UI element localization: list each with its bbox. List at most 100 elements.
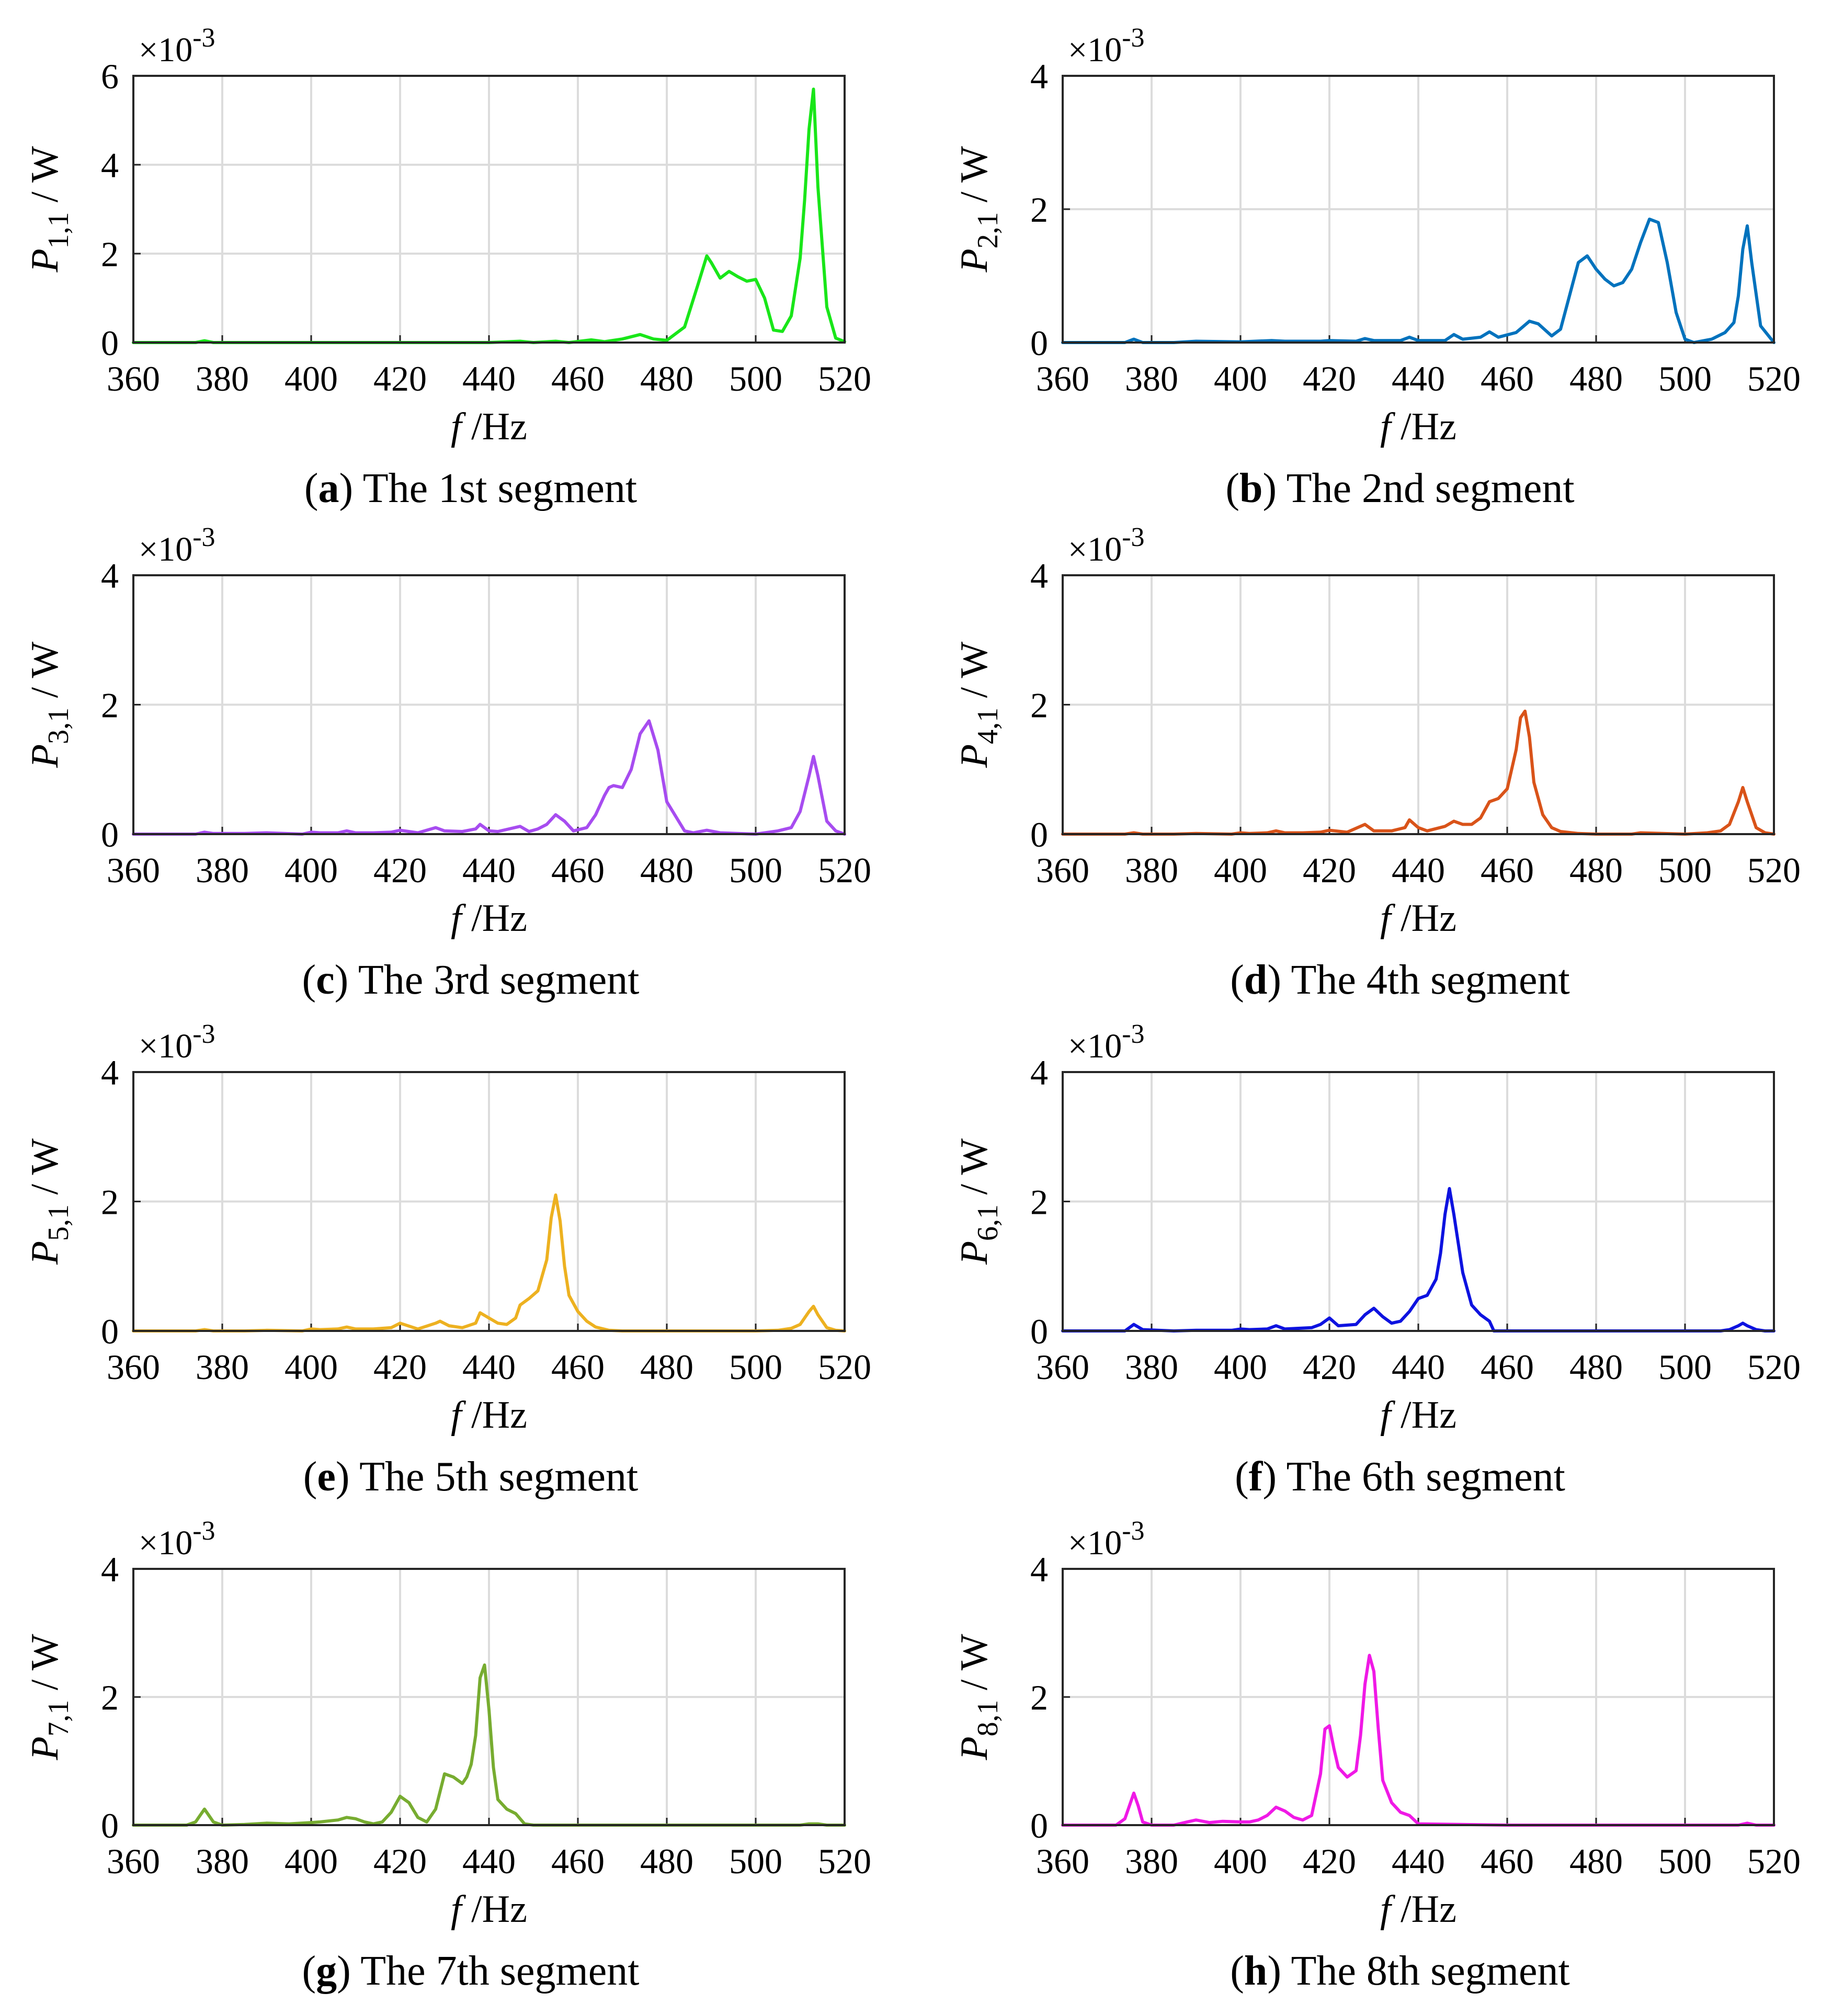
x-tick-label: 500 — [1658, 1841, 1712, 1881]
x-tick-label: 520 — [1747, 1347, 1801, 1387]
x-tick-label: 420 — [1303, 1347, 1356, 1387]
y-axis-label: P7,1 / W — [24, 1634, 75, 1760]
y-label-var: P — [24, 1241, 66, 1265]
x-tick-label: 400 — [284, 850, 338, 890]
x-tick-label: 480 — [1569, 1347, 1623, 1387]
multiplier-exponent: -3 — [1122, 23, 1144, 53]
x-tick-label: 520 — [818, 1347, 871, 1387]
caption-paren-close: ) — [1267, 1948, 1281, 1994]
panel-caption: (h) The 8th segment — [1230, 1948, 1570, 1994]
axis-multiplier: ×10-3 — [139, 1516, 215, 1562]
x-tick-label: 520 — [1747, 850, 1801, 890]
y-tick-label: 0 — [1030, 1806, 1048, 1846]
axes-box — [132, 1071, 846, 1332]
x-tick-label: 480 — [640, 1347, 693, 1387]
y-label-subscript: 6,1 — [972, 1204, 1004, 1241]
x-tick-label: 360 — [1036, 359, 1089, 398]
y-label-subscript: 5,1 — [42, 1204, 75, 1241]
y-label-var: P — [953, 1241, 996, 1265]
x-tick-label: 500 — [1658, 1347, 1712, 1387]
caption-paren-open: ( — [304, 465, 318, 511]
axes-box — [1062, 574, 1775, 835]
y-tick-label: 4 — [101, 1550, 119, 1589]
y-tick-label: 0 — [101, 815, 119, 855]
x-tick-label: 420 — [373, 1841, 427, 1881]
y-label-var: P — [953, 744, 996, 768]
y-label-var: P — [24, 248, 66, 272]
multiplier-exponent: -3 — [1122, 1019, 1144, 1049]
x-tick-label: 500 — [729, 1347, 782, 1387]
multiplier-base: ×10 — [139, 31, 192, 69]
caption-paren-open: ( — [1230, 957, 1244, 1003]
caption-paren-open: ( — [302, 1948, 316, 1994]
x-tick-label: 480 — [640, 359, 693, 398]
x-tick-label: 360 — [1036, 1841, 1089, 1881]
x-tick-label: 360 — [107, 359, 160, 398]
y-tick-label: 2 — [101, 234, 119, 274]
x-tick-label: 360 — [107, 1347, 160, 1387]
x-tick-label: 440 — [462, 850, 516, 890]
multiplier-base: ×10 — [139, 530, 192, 568]
y-tick-label: 0 — [101, 1806, 119, 1846]
x-label-unit: /Hz — [462, 897, 527, 940]
caption-text: The 4th segment — [1281, 957, 1570, 1003]
x-tick-label: 460 — [551, 1841, 605, 1881]
multiplier-base: ×10 — [139, 1027, 192, 1065]
multiplier-base: ×10 — [1068, 1524, 1122, 1562]
x-tick-label: 400 — [1214, 1841, 1267, 1881]
x-tick-label: 380 — [1125, 1841, 1178, 1881]
caption-paren-close: ) — [1262, 465, 1277, 511]
multiplier-exponent: -3 — [192, 522, 215, 552]
y-tick-label: 0 — [1030, 323, 1048, 363]
x-tick-label: 500 — [1658, 850, 1712, 890]
x-tick-label: 480 — [1569, 850, 1623, 890]
y-label-unit: / W — [24, 146, 66, 212]
x-tick-label: 440 — [462, 359, 516, 398]
panel-c: 360 380 400 420 440 460 480 500 520 0 2 4 ×10-3 P3,1 … — [24, 522, 871, 1003]
x-tick-label: 420 — [1303, 1841, 1356, 1881]
axes-box — [1062, 1071, 1775, 1332]
y-tick-label: 2 — [1030, 686, 1048, 725]
axis-multiplier: ×10-3 — [1068, 23, 1145, 69]
y-label-var: P — [953, 248, 996, 272]
y-tick-label: 4 — [101, 556, 119, 596]
y-tick-label: 2 — [101, 1182, 119, 1222]
caption-letter: a — [318, 465, 339, 511]
x-label-unit: /Hz — [1391, 405, 1456, 448]
x-tick-label: 400 — [1214, 1347, 1267, 1387]
panel-g: 360 380 400 420 440 460 480 500 520 0 2 4 ×10-3 P7,1 … — [24, 1516, 871, 1994]
caption-letter: c — [316, 957, 335, 1003]
multiplier-exponent: -3 — [192, 1019, 215, 1049]
y-tick-label: 4 — [1030, 1550, 1048, 1589]
x-tick-label: 380 — [1125, 850, 1178, 890]
x-axis-label: f /Hz — [1380, 897, 1456, 940]
panel-caption: (b) The 2nd segment — [1225, 465, 1574, 511]
multiplier-exponent: -3 — [1122, 522, 1144, 552]
caption-paren-close: ) — [336, 1454, 350, 1500]
axis-multiplier: ×10-3 — [139, 1019, 215, 1065]
x-tick-label: 380 — [196, 359, 249, 398]
caption-paren-open: ( — [1235, 1454, 1249, 1500]
caption-text: The 7th segment — [351, 1948, 640, 1994]
x-label-unit: /Hz — [462, 1888, 527, 1931]
x-tick-label: 460 — [551, 359, 605, 398]
y-label-var: P — [24, 1736, 66, 1760]
y-label-var: P — [953, 1736, 996, 1760]
caption-text: The 3rd segment — [348, 957, 639, 1003]
x-label-unit: /Hz — [1391, 897, 1456, 940]
x-tick-label: 460 — [551, 850, 605, 890]
y-tick-label: 0 — [101, 1312, 119, 1351]
x-tick-label: 420 — [373, 850, 427, 890]
y-axis-label: P5,1 / W — [24, 1138, 75, 1265]
panel-caption: (c) The 3rd segment — [302, 957, 640, 1003]
y-label-unit: / W — [953, 1634, 996, 1700]
caption-letter: h — [1244, 1948, 1268, 1994]
x-tick-label: 460 — [1481, 359, 1534, 398]
x-tick-label: 460 — [1481, 1841, 1534, 1881]
y-tick-label: 0 — [1030, 815, 1048, 855]
x-axis-label: f /Hz — [451, 405, 527, 448]
series-line-b — [1061, 218, 1776, 344]
x-tick-label: 480 — [640, 850, 693, 890]
y-label-var: P — [24, 744, 66, 768]
caption-letter: e — [317, 1454, 336, 1500]
